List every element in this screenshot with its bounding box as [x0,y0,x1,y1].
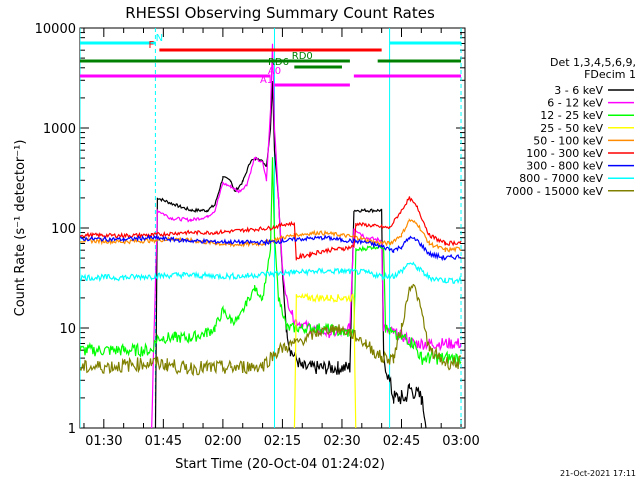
chart-title: RHESSI Observing Summary Count Rates [125,4,435,22]
x-tick-label: 01:45 [145,434,182,449]
x-tick-label: 02:00 [204,434,241,449]
y-axis: 1 10 100 1000 10000 [35,22,465,437]
x-tick-label: 01:30 [85,434,122,449]
series-line [80,196,462,261]
x-axis-label: Start Time (20-Oct-04 01:24:02) [175,457,385,472]
legend-entry-label: 100 - 300 keV [526,147,603,160]
y-axis-label: Count Rate (s⁻¹ detector⁻¹) [13,140,28,317]
legend-title: FDecim 1 [584,68,636,81]
x-axis: 01:30 01:45 02:00 02:15 02:30 02:45 03:00 [83,28,480,449]
series-line [154,81,427,428]
state-bar-label: A0 [268,66,281,77]
legend-entry-label: 3 - 6 keV [554,84,603,97]
legend-title: Det 1,3,4,5,6,9, [550,56,636,69]
state-bar-label: F [149,40,155,51]
x-tick-label: 02:30 [323,434,360,449]
state-bar-label: A1 [260,75,273,86]
legend-entry-label: 7000 - 15000 keV [505,185,603,198]
y-tick-label: 10000 [35,22,76,37]
x-tick-label: 02:15 [264,434,301,449]
series-line [80,234,462,262]
y-tick-label: 1 [68,422,76,437]
x-tick-label: 02:45 [383,434,420,449]
legend-entry-label: 800 - 7000 keV [519,172,603,185]
legend-entry-label: 50 - 100 keV [533,134,603,147]
state-bar-label: RD6 [268,57,289,68]
timestamp: 21-Oct-2021 17:11 [560,469,636,478]
legend-entry-label: 6 - 12 keV [547,97,603,110]
y-tick-label: 100 [51,222,76,237]
series-layer [80,43,462,428]
y-tick-label: 1000 [43,122,76,137]
series-line [80,283,462,377]
series-line [80,261,462,285]
legend-entry-label: 300 - 800 keV [526,160,603,173]
state-bar-label: N [156,33,163,44]
legend-entry-label: 12 - 25 keV [540,109,603,122]
y-tick-label: 10 [59,322,76,337]
state-bar-label: RD0 [292,51,313,62]
plot-area: 1 10 100 1000 10000 01:30 01:45 02:00 02:15 02:30… [35,22,636,449]
legend-entry-label: 25 - 50 keV [540,122,603,135]
x-tick-label: 03:00 [442,434,479,449]
